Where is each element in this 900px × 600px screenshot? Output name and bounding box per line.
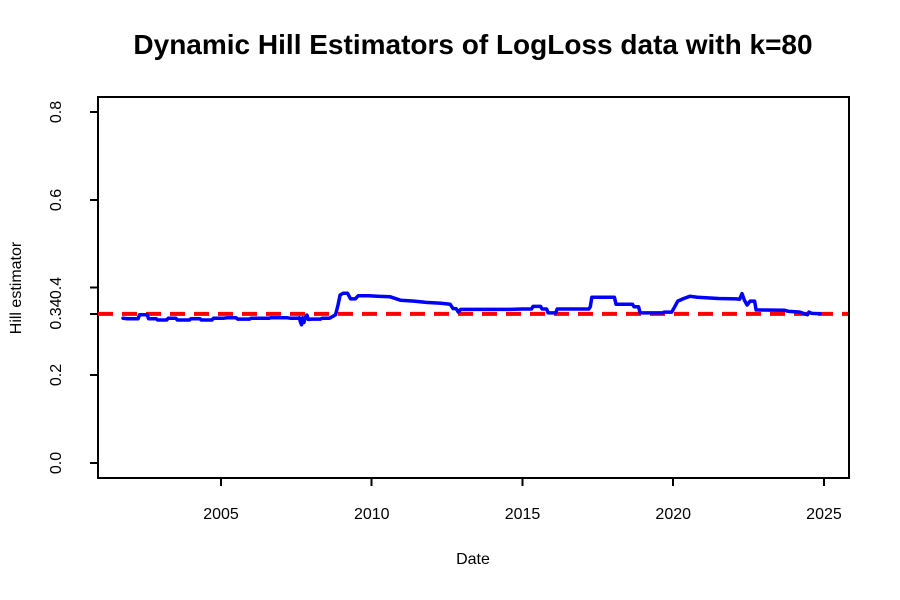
y-tick-label-0.0: 0.0 — [48, 451, 65, 475]
y-tick-label-0.8: 0.8 — [48, 100, 65, 124]
x-tick-label-2005: 2005 — [203, 506, 239, 523]
hill-estimator-line — [121, 291, 822, 327]
y-tick-label-0.4: 0.4 — [48, 276, 65, 299]
chart-title: Dynamic Hill Estimators of LogLoss data … — [133, 29, 813, 60]
x-tick-label-2010: 2010 — [353, 506, 390, 523]
y-tick-label-0.2: 0.2 — [48, 364, 65, 387]
plot-border — [97, 96, 850, 479]
x-tick-label-2015: 2015 — [504, 506, 541, 523]
x-tick-label-2025: 2025 — [806, 506, 842, 523]
x-axis-label: Date — [456, 551, 490, 568]
y-tick-label-0.34: 0.34 — [48, 298, 65, 330]
x-tick-label-2020: 2020 — [655, 506, 692, 523]
y-tick-label-0.6: 0.6 — [48, 188, 65, 211]
